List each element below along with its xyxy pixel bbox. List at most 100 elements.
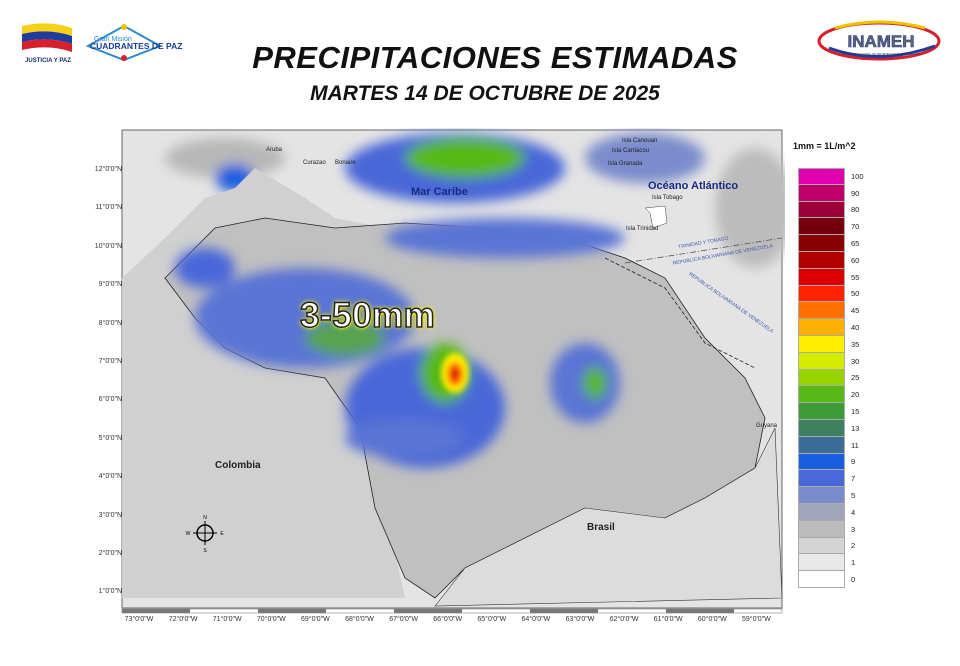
svg-text:S: S (203, 548, 207, 554)
svg-text:W: W (186, 531, 191, 537)
legend-item: 70 (798, 218, 864, 236)
legend-swatch (798, 201, 845, 219)
lat-tick-label: 6°0'0"N (98, 396, 122, 404)
legend-item: 7 (798, 470, 864, 488)
label-brasil: Brasil (587, 522, 615, 533)
lon-tick-label: 69°0'0"W (300, 616, 330, 623)
logo-right-subtext: INSTITUTO NACIONAL DE METEOROLOGÍA E HID… (842, 52, 921, 56)
legend-value: 4 (851, 507, 856, 517)
venezuela-flag-logo: JUSTICIA Y PAZ (22, 23, 72, 64)
legend-item: 50 (798, 285, 864, 303)
label-curazao: Curazao (303, 160, 326, 166)
label-carriacou: Isla Carriacou (612, 148, 650, 154)
logo-right-text: INAMEH (847, 32, 914, 51)
cuadrantes-de-paz-logo: Gran Misión CUADRANTES DE PAZ (85, 24, 182, 62)
logo-mid-text-1: Gran Misión (94, 36, 132, 43)
legend-item: 35 (798, 335, 864, 353)
legend-item: 11 (798, 436, 864, 454)
legend-swatch (798, 487, 845, 504)
legend-value: 1 (851, 558, 856, 568)
legend-value: 0 (851, 575, 856, 585)
legend-swatch (798, 436, 845, 454)
label-oceano: Océano Atlántico (648, 180, 739, 192)
legend-item: 30 (798, 352, 864, 370)
svg-text:E: E (220, 531, 224, 537)
lon-tick-label: 67°0'0"W (389, 616, 418, 623)
legend-value: 60 (851, 255, 860, 265)
land-rain-field (175, 218, 625, 468)
legend-swatch (798, 302, 845, 320)
label-guyana: Guyana (756, 423, 778, 429)
svg-text:N: N (203, 515, 207, 521)
compass-rose: N S E W (186, 515, 225, 554)
legend-value: 70 (851, 222, 860, 232)
lon-tick-label: 62°0'0"W (609, 616, 639, 623)
legend-value: 90 (851, 188, 860, 198)
legend-swatch (798, 571, 845, 588)
legend-value: 11 (851, 440, 859, 450)
lon-tick-label: 72°0'0"W (168, 616, 198, 623)
ocean-rain-field (165, 133, 785, 268)
legend-swatch (798, 235, 845, 252)
legend-value: 7 (851, 474, 856, 484)
rainfall-range-label: 3-50mm (299, 295, 436, 336)
legend-unit: 1mm = 1L/m^2 (793, 141, 856, 151)
lat-tick-label: 7°0'0"N (98, 358, 122, 365)
legend-value: 2 (851, 541, 856, 551)
scale-bar-bottom (121, 608, 783, 614)
lat-tick-label: 4°0'0"N (98, 473, 122, 481)
lat-tick-label: 10°0'0"N (94, 242, 122, 250)
legend-value: 9 (851, 457, 856, 467)
rain-maximum (441, 353, 469, 393)
precipitation-legend: 100 90 80 70 65 60 55 50 45 40 35 30 25 20 15 13 11 9 7 5 4 3… (798, 168, 864, 588)
legend-item: 45 (798, 302, 864, 320)
legend-item: 55 (798, 268, 864, 286)
label-colombia: Colombia (215, 460, 261, 471)
legend-swatch (798, 386, 845, 404)
legend-swatch (798, 470, 845, 488)
label-granada: Isla Granada (608, 161, 643, 167)
legend-value: 13 (851, 423, 860, 433)
lon-tick-label: 66°0'0"W (433, 616, 463, 623)
legend-item: 1 (798, 554, 864, 572)
lat-tick-label: 11°0'0"N (95, 204, 122, 212)
lat-tick-label: 1°0'0"N (98, 588, 122, 596)
legend-value: 15 (851, 407, 860, 417)
lon-tick-label: 65°0'0"W (477, 616, 507, 623)
land-guyana-brasil (434, 427, 783, 607)
lon-tick-label: 59°0'0"W (741, 616, 771, 623)
legend-item: 3 (798, 520, 864, 538)
legend-swatch (798, 184, 845, 202)
legend-swatch (798, 554, 845, 572)
legend-item: 100 (798, 168, 864, 185)
border-line (604, 257, 756, 369)
lat-tick-label: 8°0'0"N (98, 319, 122, 327)
legend-item: 90 (798, 184, 864, 202)
legend-value: 45 (851, 306, 860, 316)
maritime-border (624, 237, 783, 264)
lat-tick-label: 5°0'0"N (98, 434, 122, 442)
legend-swatch (798, 503, 845, 521)
lon-tick-label: 61°0'0"W (653, 616, 683, 623)
legend-item: 80 (798, 201, 864, 219)
lon-tick-label: 73°0'0"W (124, 616, 154, 623)
label-mar-caribe: Mar Caribe (411, 186, 468, 198)
lon-tick-label: 68°0'0"W (345, 616, 374, 623)
legend-swatch (798, 285, 845, 303)
lon-tick-label: 64°0'0"W (521, 616, 551, 623)
legend-value: 40 (851, 323, 860, 333)
legend-item: 0 (798, 571, 864, 588)
legend-value: 100 (851, 171, 864, 181)
legend-item: 2 (798, 537, 864, 555)
lat-tick-label: 2°0'0"N (98, 550, 122, 557)
page-subtitle: MARTES 14 DE OCTUBRE DE 2025 (310, 82, 660, 105)
lon-tick-label: 60°0'0"W (697, 616, 727, 623)
lat-tick-label: 9°0'0"N (98, 281, 122, 289)
legend-item: 40 (798, 319, 864, 336)
legend-value: 5 (851, 491, 856, 501)
legend-item: 4 (798, 503, 864, 521)
lon-tick-label: 63°0'0"W (565, 616, 595, 623)
label-tobago: Isla Tobago (652, 195, 683, 201)
legend-swatch (798, 218, 845, 236)
